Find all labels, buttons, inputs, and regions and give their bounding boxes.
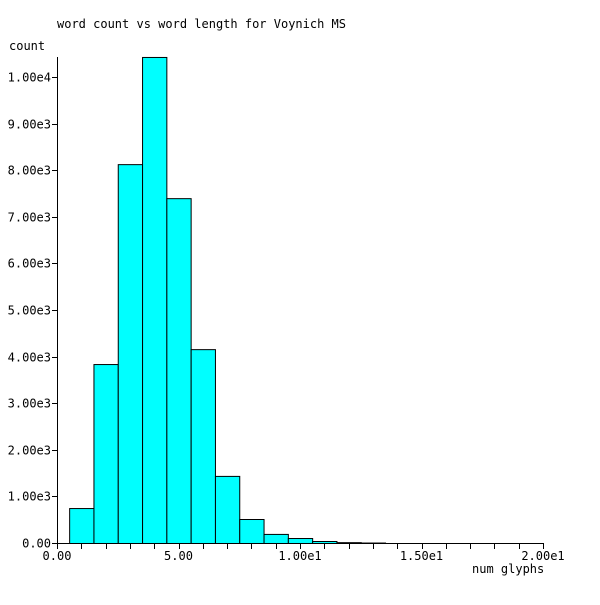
y-tick-label: 7.00e3 [8,211,51,225]
y-tick-label: 9.00e3 [8,118,51,132]
y-tick-label: 0.00 [22,537,51,551]
y-tick-label: 1.00e3 [8,490,51,504]
x-tick-label: 5.00 [164,549,193,563]
y-tick-label: 8.00e3 [8,164,51,178]
histogram-bar [70,509,94,544]
y-tick-label: 4.00e3 [8,351,51,365]
x-axis-label: num glyphs [472,562,544,576]
histogram-bar [264,534,288,543]
histogram-bar [143,57,167,543]
histogram-bar [240,520,264,544]
histogram-bar [167,199,191,544]
x-tick-label: 0.00 [43,549,72,563]
histogram-bar [191,350,215,544]
y-axis-label: count [9,39,45,53]
x-tick-label: 2.00e1 [521,549,564,563]
chart-title: word count vs word length for Voynich MS [57,17,346,31]
y-tick-label: 3.00e3 [8,397,51,411]
x-tick-label: 1.00e1 [278,549,321,563]
histogram-bar [288,539,312,544]
histogram-bar [94,365,118,544]
y-tick-label: 6.00e3 [8,257,51,271]
histogram-bar [215,476,239,543]
y-tick-label: 1.00e4 [8,71,51,85]
x-tick-label: 1.50e1 [400,549,443,563]
histogram-bar [118,165,142,544]
y-tick-label: 5.00e3 [8,304,51,318]
y-tick-label: 2.00e3 [8,444,51,458]
